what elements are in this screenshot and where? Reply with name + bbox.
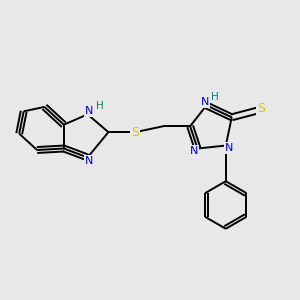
- Text: N: N: [190, 146, 198, 156]
- Text: S: S: [257, 102, 266, 115]
- Text: N: N: [85, 156, 93, 166]
- Text: S: S: [131, 126, 139, 139]
- Text: H: H: [96, 101, 104, 111]
- Text: N: N: [85, 106, 93, 116]
- Text: N: N: [201, 98, 209, 107]
- Text: N: N: [225, 143, 233, 153]
- Text: H: H: [211, 92, 219, 101]
